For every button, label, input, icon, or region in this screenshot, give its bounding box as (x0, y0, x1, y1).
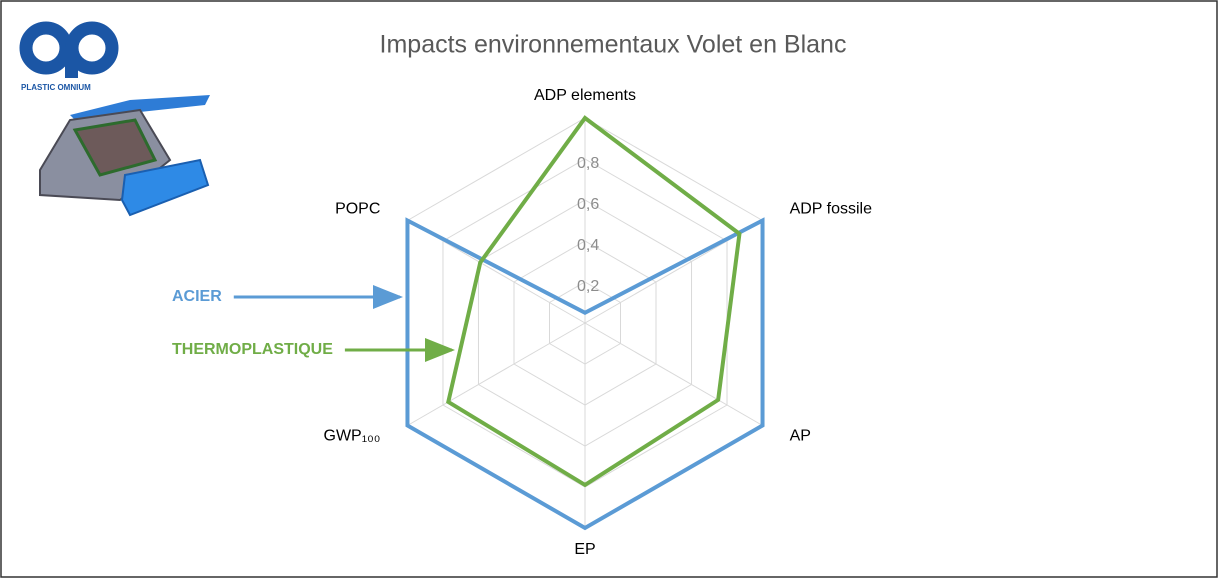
chart-title: Impacts environnementaux Volet en Blanc (380, 31, 847, 59)
series-line (405, 217, 765, 531)
grid-line (513, 240, 657, 406)
logo: PLASTIC OMNIUM (19, 21, 119, 92)
grid-line (477, 199, 693, 447)
tick-label: 0,8 (577, 155, 599, 172)
axis-label: AP (790, 428, 811, 445)
brand-name: PLASTIC OMNIUM (21, 83, 91, 92)
spoke (407, 322, 586, 426)
legend-label: ACIER (172, 288, 222, 305)
series-line (446, 115, 742, 488)
spoke (584, 322, 763, 426)
grid-line (548, 281, 622, 365)
tick-label: 0,4 (577, 237, 599, 254)
axis-label: EP (574, 541, 595, 558)
tick-label: 0,6 (577, 196, 599, 213)
axis-label: POPC (335, 201, 380, 218)
axis-label: ADP elements (534, 87, 636, 104)
legend-label: THERMOPLASTIQUE (172, 341, 333, 358)
axis-label: ADP fossile (790, 201, 873, 218)
car-picture (39, 95, 210, 217)
axis-label: GWP₁₀₀ (324, 428, 381, 445)
tick-label: 0,2 (577, 278, 599, 295)
